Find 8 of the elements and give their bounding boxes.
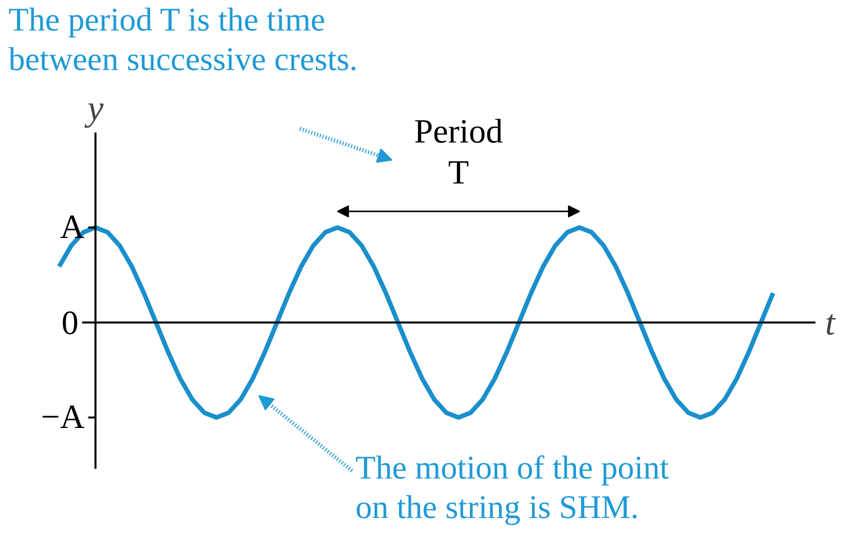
- annotation: 0: [62, 305, 79, 342]
- x-axis-title: t: [825, 302, 836, 343]
- y-axis-title: y: [84, 88, 104, 128]
- text: The period T is the time between successive crests.: [8, 2, 358, 78]
- text: The motion of the point on the string is SHM.: [356, 450, 669, 526]
- text: Period T: [414, 114, 503, 192]
- annotation: −A: [40, 399, 86, 436]
- annotation: A: [60, 209, 86, 246]
